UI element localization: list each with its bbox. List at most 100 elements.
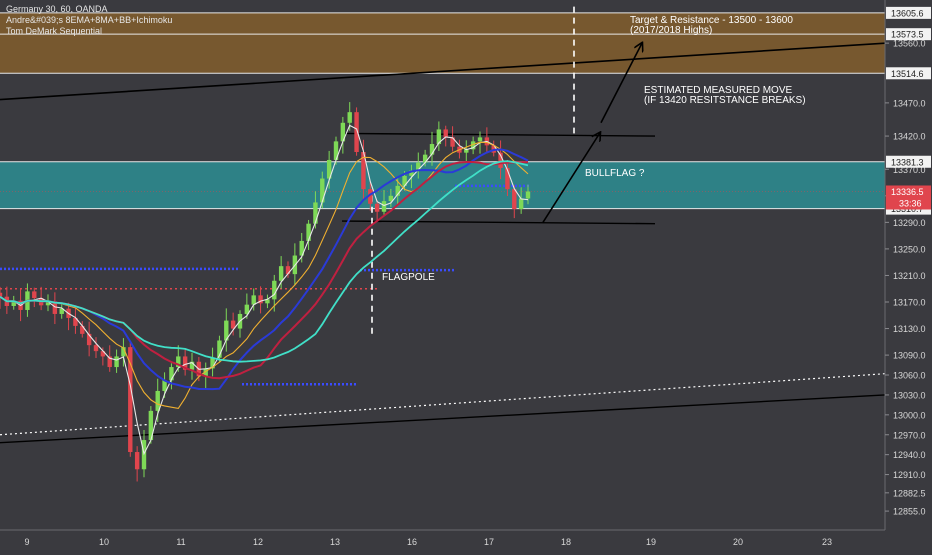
candle-body (93, 345, 99, 352)
candle-body (80, 325, 85, 334)
legend-indicator-2: Tom DeMark Sequential (6, 26, 103, 36)
x-tick-label: 9 (24, 537, 29, 547)
y-tick-label: 13250.0 (893, 244, 926, 254)
candle-body (347, 112, 352, 123)
candle-body (45, 301, 51, 306)
candle-body (265, 299, 270, 304)
candle-body (114, 356, 119, 368)
candle-body (313, 202, 318, 224)
measured-move-arrow (542, 133, 600, 223)
y-tick-label: 13560.0 (893, 39, 926, 49)
candle-body (148, 410, 154, 441)
y-tick-label: 13060.0 (893, 371, 926, 381)
candle-body (388, 195, 394, 202)
ichimoku-line (0, 160, 529, 363)
candle-body (107, 356, 112, 368)
candle-body (251, 295, 256, 305)
candle-body (278, 266, 284, 281)
annotation-target-sub: (2017/2018 Highs) (630, 25, 712, 36)
annotation-target-title: Target & Resistance - 13500 - 13600 (630, 15, 793, 26)
candle-body (436, 129, 442, 145)
y-tick-label: 13470.0 (893, 98, 926, 108)
candle-body (86, 333, 92, 346)
y-tick-label: 12910.0 (893, 470, 926, 480)
x-tick-label: 18 (561, 537, 571, 547)
y-tick-label: 13000.0 (893, 410, 926, 420)
y-tick-label: 13290.0 (893, 218, 926, 228)
x-tick-label: 19 (646, 537, 656, 547)
candle-body (52, 301, 58, 314)
candle-body (134, 452, 140, 470)
flag-bottom-line (341, 220, 656, 225)
candle-body (320, 178, 325, 203)
x-tick-label: 13 (330, 537, 340, 547)
candle-body (182, 356, 188, 370)
candle-body (505, 167, 510, 190)
candle-body (395, 185, 400, 196)
lower-trendline (0, 394, 886, 444)
chart-legend: Germany 30, 60, OANDA Andre&#039;s 8EMA+… (6, 4, 172, 37)
x-axis-panel (0, 530, 932, 550)
candle-body (203, 368, 208, 377)
y-tick-label: 13090.0 (893, 351, 926, 361)
y-tick-label: 12970.0 (893, 430, 926, 440)
candle-body (176, 356, 181, 368)
candle-body (73, 317, 78, 326)
price-tag-flag-top: 13381.3 (891, 157, 924, 167)
candle-body (210, 357, 215, 369)
x-tick-label: 17 (484, 537, 494, 547)
annotation-bullflag: BULLFLAG ? (585, 168, 645, 179)
candle-body (299, 240, 304, 256)
candle-body (32, 291, 37, 299)
y-tick-label: 13370.0 (893, 165, 926, 175)
x-tick-label: 11 (176, 537, 185, 547)
candle-body (11, 300, 16, 306)
y-tick-label: 12882.5 (893, 488, 926, 498)
candle-body (340, 122, 346, 142)
candle-body (368, 189, 373, 204)
candle-body (155, 390, 160, 411)
price-tag-zone-top-1-bg (886, 6, 931, 19)
x-tick-label: 12 (253, 537, 263, 547)
y-axis-panel (885, 0, 932, 550)
y-tick-label: 13030.0 (893, 390, 926, 400)
candle-body (306, 223, 311, 241)
y-tick-label: 12940.0 (893, 450, 926, 460)
candle-body (450, 137, 455, 147)
candle-body (381, 201, 387, 212)
price-tag-zone-bottom: 13514.6 (891, 69, 924, 79)
candle-body (217, 340, 222, 358)
y-tick-label: 12855.0 (893, 507, 926, 517)
annotation-measured-move-sub: (IF 13420 RESITSTANCE BREAKS) (644, 95, 806, 106)
legend-indicator-1: Andre&#039;s 8EMA+8MA+BB+Ichimoku (6, 15, 173, 25)
candle-body (402, 175, 407, 186)
candle-body (162, 380, 167, 391)
candle-body (169, 367, 174, 381)
bb-upper-line (0, 141, 529, 410)
annotation-measured-move-title: ESTIMATED MEASURED MOVE (644, 85, 792, 96)
candle-body (464, 149, 469, 153)
price-tag-zone-bottom-bg (886, 67, 931, 80)
current-price-tag-bg (886, 185, 931, 210)
candle-body (230, 320, 236, 329)
candle-body (477, 137, 483, 142)
ema-fast-line (0, 124, 529, 456)
x-tick-label: 23 (822, 537, 832, 547)
candle-body (128, 347, 133, 453)
candle-body (518, 198, 524, 210)
legend-symbol: Germany 30, 60, OANDA (6, 4, 108, 14)
candle-body (470, 141, 476, 150)
y-tick-label: 13170.0 (893, 298, 926, 308)
candle-body (272, 280, 277, 300)
candle-body (354, 112, 359, 152)
candle-body (374, 203, 380, 212)
candle-body (244, 304, 250, 314)
candle-body (443, 129, 448, 138)
price-tag-zone-top-2-bg (886, 28, 931, 41)
x-tick-label: 20 (733, 537, 743, 547)
candle-body (189, 361, 195, 370)
candle-body (422, 154, 428, 163)
candle-body (326, 159, 332, 179)
y-tick-label: 13130.0 (893, 324, 926, 334)
